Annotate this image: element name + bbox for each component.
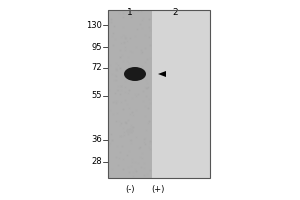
Bar <box>108 10 152 178</box>
Bar <box>152 10 210 178</box>
Text: 1: 1 <box>127 8 133 17</box>
FancyArrow shape <box>158 71 175 77</box>
Text: 72: 72 <box>92 64 102 72</box>
Text: 95: 95 <box>92 43 102 51</box>
Ellipse shape <box>126 128 134 133</box>
Text: (-): (-) <box>125 185 135 194</box>
Bar <box>108 10 210 178</box>
Text: 55: 55 <box>92 92 102 100</box>
Text: 28: 28 <box>92 158 102 166</box>
Text: 2: 2 <box>172 8 178 17</box>
Text: 36: 36 <box>91 136 102 144</box>
Bar <box>108 10 210 178</box>
Ellipse shape <box>124 67 146 81</box>
Text: 130: 130 <box>86 21 102 29</box>
Text: (+): (+) <box>151 185 165 194</box>
